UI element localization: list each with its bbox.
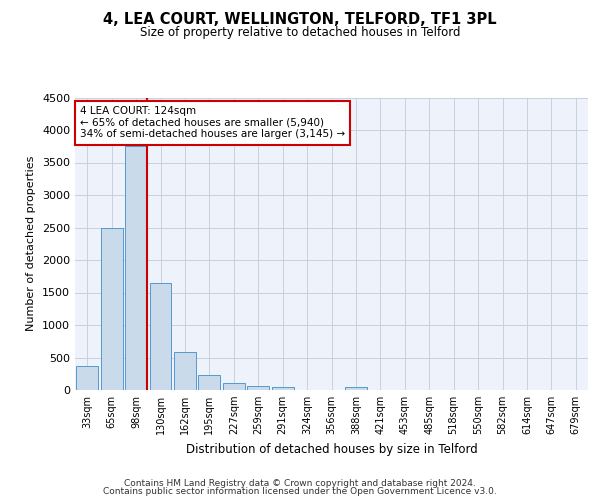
Text: Size of property relative to detached houses in Telford: Size of property relative to detached ho…	[140, 26, 460, 39]
Text: 4 LEA COURT: 124sqm
← 65% of detached houses are smaller (5,940)
34% of semi-det: 4 LEA COURT: 124sqm ← 65% of detached ho…	[80, 106, 345, 140]
Bar	[125, 146, 147, 390]
Bar	[272, 388, 293, 390]
Bar	[149, 284, 172, 390]
Bar	[199, 375, 220, 390]
Bar	[174, 352, 196, 390]
Bar	[345, 387, 367, 390]
Bar	[76, 366, 98, 390]
Bar	[101, 228, 122, 390]
Text: Contains public sector information licensed under the Open Government Licence v3: Contains public sector information licen…	[103, 487, 497, 496]
Bar	[223, 383, 245, 390]
Text: Contains HM Land Registry data © Crown copyright and database right 2024.: Contains HM Land Registry data © Crown c…	[124, 478, 476, 488]
Bar	[247, 386, 269, 390]
Y-axis label: Number of detached properties: Number of detached properties	[26, 156, 37, 332]
Text: 4, LEA COURT, WELLINGTON, TELFORD, TF1 3PL: 4, LEA COURT, WELLINGTON, TELFORD, TF1 3…	[103, 12, 497, 28]
X-axis label: Distribution of detached houses by size in Telford: Distribution of detached houses by size …	[185, 442, 478, 456]
